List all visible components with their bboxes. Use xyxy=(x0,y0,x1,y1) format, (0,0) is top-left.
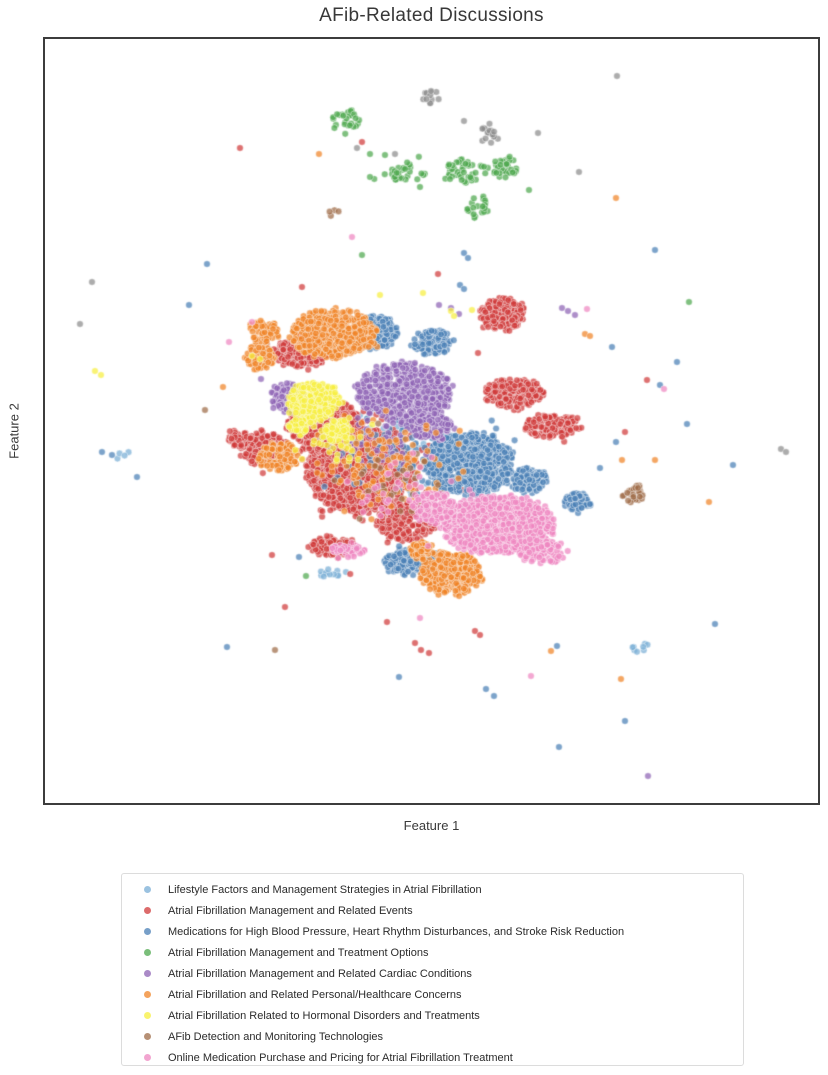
plot-area xyxy=(43,37,822,807)
legend-marker-icon xyxy=(144,949,151,956)
legend-item: Atrial Fibrillation Related to Hormonal … xyxy=(122,1005,743,1026)
legend-item-label: Atrial Fibrillation Management and Relat… xyxy=(168,967,472,980)
chart-title: AFib-Related Discussions xyxy=(319,5,544,26)
legend-marker-icon xyxy=(144,1012,151,1019)
legend-item-label: Atrial Fibrillation Management and Relat… xyxy=(168,904,413,917)
legend-item: Medications for High Blood Pressure, Hea… xyxy=(122,921,743,942)
legend-marker-icon xyxy=(144,991,151,998)
legend-item-label: AFib Detection and Monitoring Technologi… xyxy=(168,1030,384,1043)
legend-item-label: Atrial Fibrillation and Related Personal… xyxy=(168,988,462,1001)
legend-item: AFib Detection and Monitoring Technologi… xyxy=(122,1026,743,1047)
legend-item-label: Online Medication Purchase and Pricing f… xyxy=(168,1051,513,1064)
legend-item: Online Medication Purchase and Pricing f… xyxy=(122,1047,743,1068)
scatter-canvas xyxy=(45,39,822,807)
legend-marker-icon xyxy=(144,1033,151,1040)
legend-marker-icon xyxy=(144,928,151,935)
legend-item: Atrial Fibrillation Management and Relat… xyxy=(122,963,743,984)
y-axis-label: Feature 2 xyxy=(6,403,22,459)
legend-item: Lifestyle Factors and Management Strateg… xyxy=(122,879,743,900)
legend-marker-icon xyxy=(144,970,151,977)
legend-item: Atrial Fibrillation Management and Relat… xyxy=(122,900,743,921)
legend: Lifestyle Factors and Management Strateg… xyxy=(121,873,744,1066)
legend-item: Atrial Fibrillation Management and Treat… xyxy=(122,942,743,963)
legend-item-label: Lifestyle Factors and Management Strateg… xyxy=(168,883,482,896)
legend-item: Atrial Fibrillation and Related Personal… xyxy=(122,984,743,1005)
legend-item-label: Atrial Fibrillation Related to Hormonal … xyxy=(168,1009,480,1022)
legend-marker-icon xyxy=(144,907,151,914)
legend-item-label: Medications for High Blood Pressure, Hea… xyxy=(168,925,625,938)
legend-marker-icon xyxy=(144,886,151,893)
x-axis-label: Feature 1 xyxy=(403,818,460,833)
legend-item-label: Atrial Fibrillation Management and Treat… xyxy=(168,946,429,959)
legend-marker-icon xyxy=(144,1054,151,1061)
